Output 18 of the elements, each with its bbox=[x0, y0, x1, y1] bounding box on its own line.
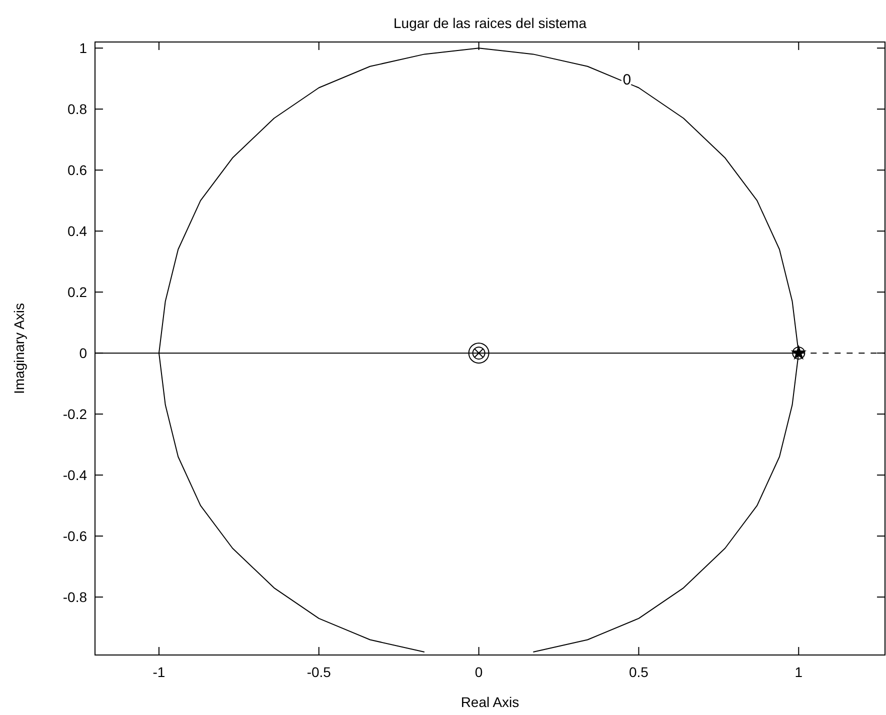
x-axis-title: Real Axis bbox=[460, 694, 520, 710]
x-tick-label: 1 bbox=[794, 664, 803, 680]
y-tick-label: 0 bbox=[79, 345, 88, 362]
y-tick-label: -0.8 bbox=[62, 589, 88, 606]
y-tick-label: -0.6 bbox=[62, 528, 88, 544]
y-tick-label: -0.4 bbox=[62, 467, 88, 484]
chart-title: Lugar de las raices del sistema bbox=[394, 15, 587, 31]
x-tick-label: -0.5 bbox=[306, 664, 332, 680]
y-tick-label: 0.2 bbox=[68, 284, 88, 300]
x-tick-label: 0.5 bbox=[628, 664, 649, 680]
y-axis-title: Imaginary Axis bbox=[11, 302, 27, 394]
y-tick-label: 0.4 bbox=[68, 223, 88, 240]
y-tick-label: -0.2 bbox=[62, 406, 88, 422]
y-tick-label: 0.6 bbox=[68, 162, 88, 178]
y-tick-label: 0.8 bbox=[68, 101, 88, 118]
x-tick-label: 0 bbox=[474, 664, 483, 680]
x-tick-label: -1 bbox=[152, 664, 166, 680]
y-tick-label: 1 bbox=[79, 40, 88, 56]
